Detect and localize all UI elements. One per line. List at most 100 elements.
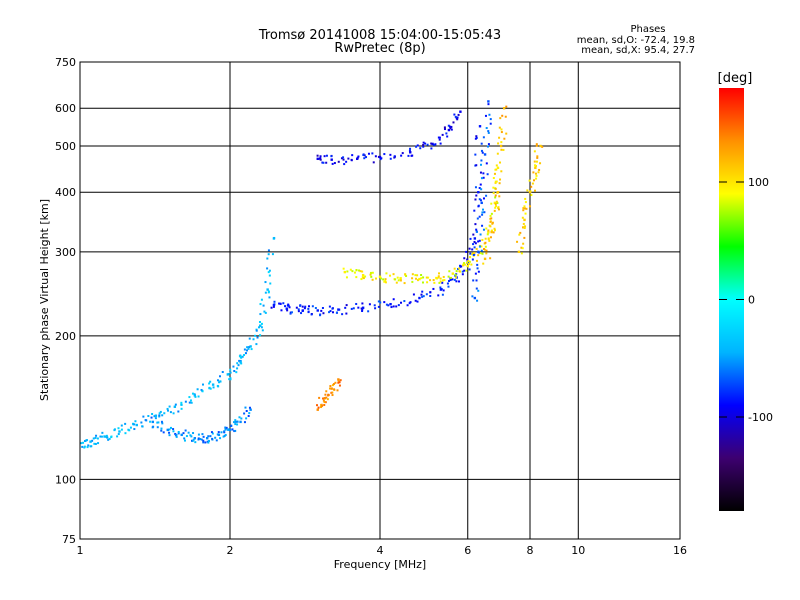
data-point <box>321 306 324 309</box>
data-point <box>463 257 466 260</box>
data-point <box>180 407 183 410</box>
data-point <box>234 423 237 426</box>
data-point <box>437 275 440 278</box>
data-point <box>323 401 326 404</box>
colorbar-tick-label: -100 <box>748 411 773 424</box>
data-point <box>416 144 419 147</box>
data-point <box>475 230 478 233</box>
data-point <box>318 157 321 160</box>
data-point <box>519 231 522 234</box>
data-point <box>528 179 531 182</box>
data-point <box>323 403 326 406</box>
data-point <box>248 412 251 415</box>
data-point <box>535 174 538 177</box>
data-point <box>287 304 290 307</box>
data-point <box>209 387 212 390</box>
data-point <box>330 155 333 158</box>
data-point <box>319 313 322 316</box>
data-point <box>415 145 418 148</box>
data-point <box>337 160 340 163</box>
data-point <box>411 280 414 283</box>
data-point <box>223 434 226 437</box>
data-point <box>494 205 497 208</box>
y-tick-label: 600 <box>55 102 76 115</box>
data-point <box>324 393 327 396</box>
data-point <box>249 408 252 411</box>
data-point <box>214 436 217 439</box>
data-point <box>479 252 482 255</box>
data-point <box>144 419 147 422</box>
data-point <box>361 270 364 273</box>
data-point <box>94 436 97 439</box>
data-point <box>420 293 423 296</box>
data-point <box>301 309 305 312</box>
data-point <box>329 310 332 313</box>
data-point <box>239 420 242 424</box>
data-point <box>211 437 214 440</box>
data-point <box>166 409 169 412</box>
data-point <box>252 338 255 341</box>
data-point <box>323 396 327 400</box>
data-point <box>345 160 348 163</box>
data-point <box>449 127 452 130</box>
data-point <box>476 217 479 220</box>
data-point <box>383 301 386 304</box>
data-point <box>447 275 450 278</box>
data-point <box>158 415 161 418</box>
data-point <box>473 251 476 254</box>
data-point <box>539 144 542 148</box>
data-point <box>256 336 259 339</box>
data-point <box>371 271 374 274</box>
data-point <box>93 442 96 445</box>
data-point <box>483 211 486 214</box>
data-point <box>108 437 111 440</box>
data-point <box>483 248 486 251</box>
data-point <box>117 427 120 430</box>
data-point <box>337 381 340 384</box>
data-point <box>364 275 367 278</box>
data-point <box>361 302 364 305</box>
data-point <box>471 258 474 261</box>
data-point <box>450 125 453 128</box>
data-point <box>273 300 276 303</box>
y-axis-ticks: 75 100 200 300 400 500 600 750 <box>55 56 76 546</box>
data-point <box>321 404 324 407</box>
data-point <box>438 281 441 284</box>
data-point <box>107 438 110 441</box>
data-point <box>316 154 319 157</box>
data-point <box>147 415 150 418</box>
data-point <box>314 307 317 310</box>
data-point <box>248 406 251 409</box>
data-point <box>401 152 404 155</box>
data-point <box>282 302 285 305</box>
data-point <box>488 239 491 242</box>
data-point <box>180 401 183 404</box>
data-point <box>409 151 412 154</box>
data-point <box>463 269 466 272</box>
data-point <box>239 359 242 362</box>
data-point <box>465 250 468 253</box>
data-point <box>156 426 159 429</box>
data-point <box>345 304 348 307</box>
data-point <box>389 157 392 160</box>
data-point <box>113 428 116 431</box>
data-point <box>426 281 429 284</box>
data-point <box>373 304 376 307</box>
data-point <box>468 268 471 271</box>
data-point <box>278 302 281 305</box>
data-point <box>190 435 193 438</box>
data-point <box>355 268 358 271</box>
data-point <box>493 229 496 232</box>
data-point <box>243 354 246 357</box>
colorbar-tick-label: 100 <box>748 176 769 189</box>
data-point <box>266 267 269 270</box>
data-point <box>522 209 525 212</box>
data-point <box>489 220 492 223</box>
data-point <box>524 197 527 200</box>
data-point <box>384 281 387 284</box>
data-point <box>489 118 492 121</box>
data-point <box>439 288 443 291</box>
data-point <box>451 278 454 281</box>
data-point <box>389 274 392 277</box>
data-point <box>328 305 331 308</box>
